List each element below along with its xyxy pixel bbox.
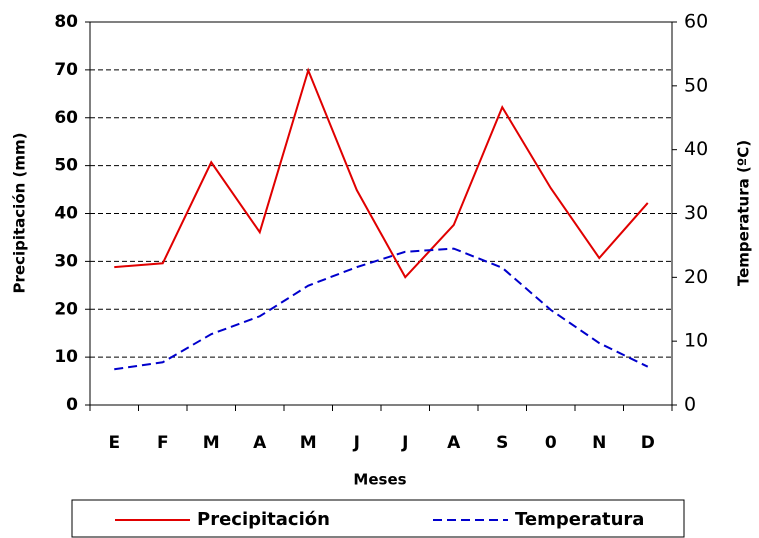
y-tick-label: 70 [54,60,78,80]
x-tick-label: J [401,433,408,453]
y2-tick-label: 40 [684,138,708,160]
series-line [114,67,649,279]
x-tick-label: E [108,433,120,453]
y2-tick-label: 30 [684,202,708,224]
x-tick-label: S [496,433,508,453]
y2-tick-label: 0 [684,394,696,416]
x-tick-label: N [592,433,606,453]
y-tick-label: 40 [54,204,78,224]
y2-axis-label: Temperatura (ºC) [735,140,753,286]
y2-tick-label: 50 [684,74,708,96]
y-tick-label: 60 [54,108,78,128]
y2-tick-label: 20 [684,266,708,288]
y2-tick-label: 10 [684,330,708,352]
x-tick-label: D [641,433,655,453]
x-tick-label: J [353,433,360,453]
y-tick-label: 30 [54,251,78,271]
y2-tick-label: 60 [684,11,708,33]
x-tick-label: A [253,433,267,453]
x-tick-label: M [300,433,317,453]
x-tick-label: F [157,433,169,453]
x-tick-label: M [203,433,220,453]
x-axis-label: Meses [353,471,406,489]
legend-label: Precipitación [197,509,330,530]
series-line [114,247,649,371]
y-tick-label: 20 [54,299,78,319]
y-tick-label: 10 [54,347,78,367]
x-tick-label: 0 [545,433,557,453]
y-axis-label: Precipitación (mm) [11,133,29,294]
legend-label: Temperatura [515,509,644,530]
y-tick-label: 0 [66,395,78,415]
y-tick-label: 50 [54,156,78,176]
legend-box [71,499,685,538]
x-tick-label: A [447,433,461,453]
y-tick-label: 80 [54,12,78,32]
